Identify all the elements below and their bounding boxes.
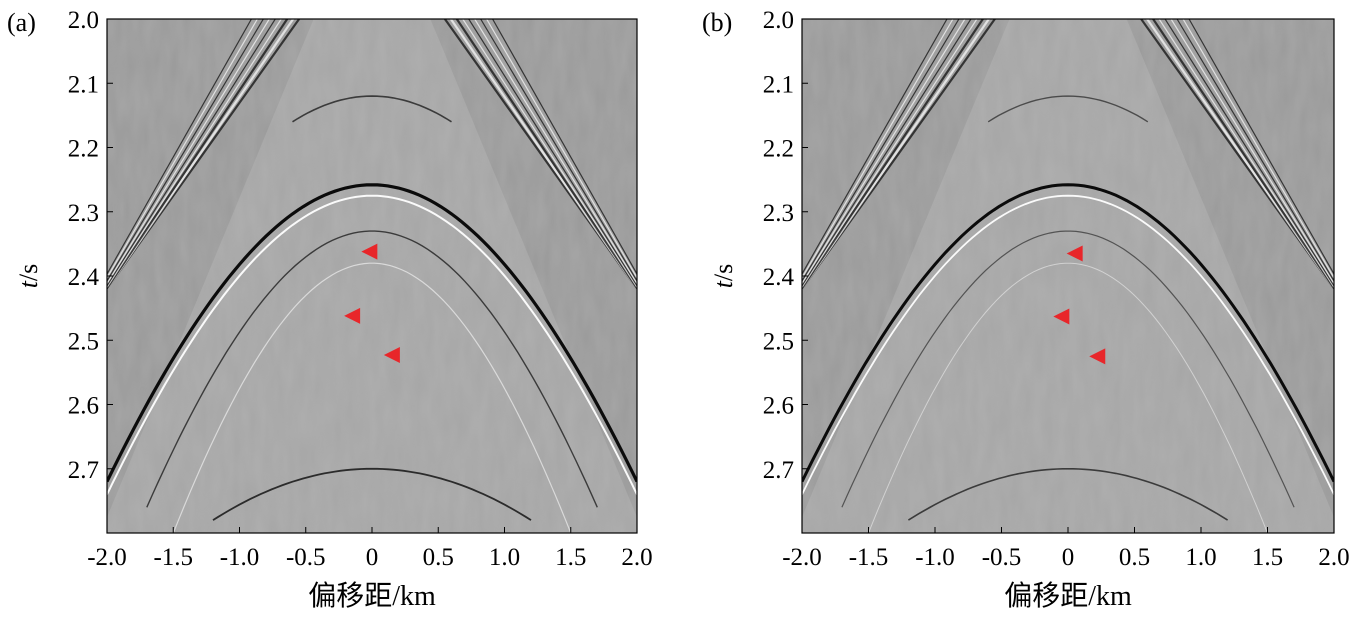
linear-event-right [486, 19, 637, 279]
y-tick-label: 2.6 [68, 393, 99, 420]
linear-event-right [1182, 19, 1334, 279]
linear-event-left [802, 19, 954, 279]
linear-event-right [492, 19, 637, 276]
linear-event-right [462, 19, 637, 289]
linear-event-left [802, 19, 948, 276]
linear-event-left [107, 19, 276, 287]
reflection-event [172, 262, 572, 533]
x-tick-label: -0.5 [982, 544, 1022, 571]
y-tick-label: 2.7 [68, 457, 99, 484]
reflection-event [841, 230, 1295, 508]
y-tick-label: 2.6 [763, 393, 794, 420]
y-tick-label: 2.5 [68, 328, 99, 355]
y-tick-label: 2.0 [763, 7, 794, 34]
arrow-marker [1053, 308, 1070, 325]
y-tick-label: 2.1 [68, 71, 99, 98]
x-axis-label: 偏移距/km [1004, 580, 1132, 612]
linear-event-left [802, 19, 960, 283]
reflection-event [146, 230, 598, 508]
linear-event-right [468, 19, 637, 287]
x-tick-label: 0.5 [1119, 544, 1150, 571]
seismic-image [802, 19, 1334, 533]
linear-event-right [1170, 19, 1334, 285]
y-tick-label: 2.4 [68, 264, 100, 291]
panel-a: -2.0 -1.5 -1.0 -0.5 0 0.5 1.0 1.5 2.0 2.0 2.1 2.2 2.… [7, 7, 653, 612]
reflection-event [802, 194, 1334, 495]
x-tick-label: 0.5 [423, 544, 454, 571]
linear-event-right [1188, 19, 1334, 276]
arrow-marker [1089, 348, 1106, 365]
y-tick-label: 2.2 [763, 136, 794, 163]
reflection-event [907, 468, 1229, 521]
y-tick-label: 2.0 [68, 7, 99, 34]
x-tick-label: -2.0 [87, 544, 127, 571]
x-tick-label: -1.0 [220, 544, 260, 571]
y-tick-label: 2.3 [763, 200, 794, 227]
linear-event-right [1152, 19, 1334, 291]
reflection-event [802, 183, 1334, 483]
linear-event-left [107, 19, 258, 279]
arrow-marker [361, 243, 378, 260]
x-tick-label: 1.0 [489, 544, 520, 571]
linear-event-left [107, 19, 270, 285]
linear-event-left [107, 19, 252, 276]
y-tick-label: 2.7 [763, 457, 794, 484]
linear-event-left [802, 19, 966, 285]
x-tick-label: -0.5 [286, 544, 326, 571]
y-axis-label-unit: /s [14, 264, 43, 281]
x-axis-label: 偏移距/km [308, 580, 436, 612]
x-tick-label: 2.0 [1318, 544, 1349, 571]
panel-label: (b) [702, 8, 732, 37]
linear-event-right [1158, 19, 1334, 289]
x-tick-label: -2.0 [782, 544, 822, 571]
x-tick-label: -1.0 [915, 544, 955, 571]
linear-event-left [802, 19, 978, 289]
linear-event-left [107, 19, 289, 291]
x-tick-label: -1.5 [849, 544, 889, 571]
y-tick-label: 2.5 [763, 328, 794, 355]
linear-event-left [107, 19, 282, 289]
linear-event-left [802, 19, 972, 287]
y-tick-label: 2.4 [763, 264, 795, 291]
linear-event-right [1176, 19, 1334, 283]
reflection-event [868, 262, 1268, 533]
y-tick-label: 2.3 [68, 200, 99, 227]
x-tick-label: 0 [366, 544, 379, 571]
linear-event-right [455, 19, 637, 291]
seismic-image [107, 19, 637, 533]
panel-b: -2.0 -1.5 -1.0 -0.5 0 0.5 1.0 1.5 2.0 2.0 2.1 2.2 2.… [702, 7, 1350, 612]
panel-label: (a) [7, 8, 36, 37]
noise-texture [107, 19, 637, 533]
linear-event-right [480, 19, 637, 283]
x-tick-label: 2.0 [621, 544, 652, 571]
reflection-event [107, 194, 637, 495]
reflection-event [212, 467, 532, 521]
linear-event-left [107, 19, 264, 283]
x-tick-label: -1.5 [153, 544, 193, 571]
arrow-marker [1066, 245, 1083, 262]
noise-texture [802, 19, 1334, 533]
x-tick-label: 1.0 [1185, 544, 1216, 571]
x-tick-label: 1.5 [555, 544, 586, 571]
y-axis-label: t/s [14, 264, 43, 289]
linear-event-right [474, 19, 637, 285]
y-tick-label: 2.2 [68, 136, 99, 163]
y-axis-label-var: t [14, 280, 43, 288]
arrow-marker [383, 347, 400, 364]
reflection-event [987, 95, 1149, 123]
x-tick-label: 0 [1062, 544, 1075, 571]
y-axis-label: t/s [709, 264, 738, 289]
y-tick-label: 2.1 [763, 71, 794, 98]
y-axis-label-unit: /s [709, 264, 738, 281]
reflection-event [292, 95, 452, 123]
y-axis-label-var: t [709, 280, 738, 288]
reflection-event [107, 183, 637, 483]
x-tick-label: 1.5 [1252, 544, 1283, 571]
linear-event-left [802, 19, 984, 291]
arrow-marker [344, 307, 361, 324]
linear-event-right [1164, 19, 1334, 287]
